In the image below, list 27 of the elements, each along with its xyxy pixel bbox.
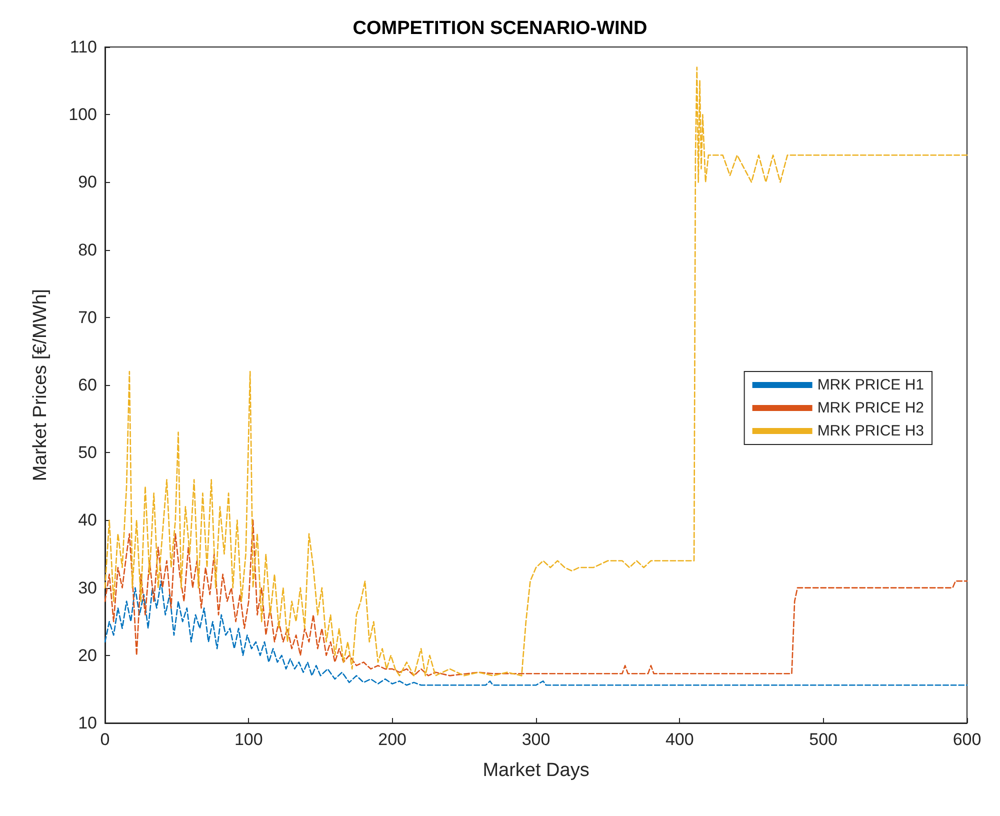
y-tick-label: 50: [78, 443, 97, 462]
legend-label: MRK PRICE H1: [817, 376, 924, 394]
y-tick-label: 60: [78, 376, 97, 394]
x-axis-title: Market Days: [482, 760, 590, 781]
y-tick-label: 100: [68, 105, 97, 124]
x-tick-label: 300: [522, 730, 550, 749]
y-tick-label: 70: [78, 308, 97, 327]
y-tick-label: 20: [78, 646, 97, 665]
y-tick-label: 90: [78, 172, 97, 192]
x-tick-label: 0: [100, 730, 110, 749]
chart-title: COMPETITION SCENARIO-WIND: [352, 18, 648, 39]
x-tick-label: 200: [378, 730, 407, 749]
y-tick-label: 30: [78, 578, 97, 598]
line-series: [104, 66, 968, 676]
x-tick-label: 400: [665, 730, 694, 749]
x-tick-label: 100: [234, 730, 263, 749]
x-tick-label: 600: [952, 730, 982, 749]
y-tick-label: 110: [70, 38, 97, 56]
y-tick-label: 40: [78, 510, 97, 530]
line-series: [104, 580, 968, 686]
y-axis-title: Market Prices [€/MWh]: [30, 288, 51, 482]
x-tick-label: 500: [809, 730, 838, 749]
line-series: [104, 520, 968, 676]
legend-label: MRK PRICE H2: [817, 400, 924, 416]
y-tick-label: 10: [78, 714, 97, 732]
legend-label: MRK PRICE H3: [817, 422, 924, 440]
y-tick-label: 80: [78, 240, 97, 260]
